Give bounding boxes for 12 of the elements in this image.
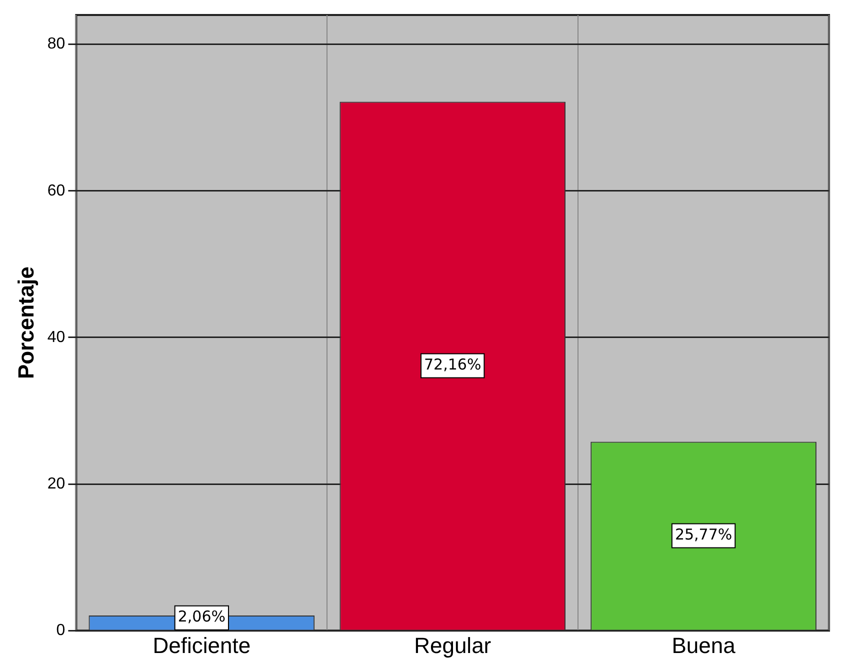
- x-tick-label: Buena: [672, 632, 736, 658]
- y-axis-title: Porcentaje: [13, 266, 38, 380]
- data-label: 2,06%: [178, 608, 226, 626]
- x-tick-label: Deficiente: [152, 632, 251, 658]
- y-tick-label: 60: [47, 182, 66, 200]
- x-tick-label: Regular: [414, 632, 492, 658]
- y-tick-label: 20: [47, 475, 66, 492]
- data-label: 25,77%: [674, 526, 732, 544]
- y-tick-label: 40: [47, 328, 66, 346]
- data-label: 72,16%: [424, 356, 482, 374]
- y-tick-label: 80: [47, 36, 66, 53]
- y-tick-label: 0: [56, 622, 66, 640]
